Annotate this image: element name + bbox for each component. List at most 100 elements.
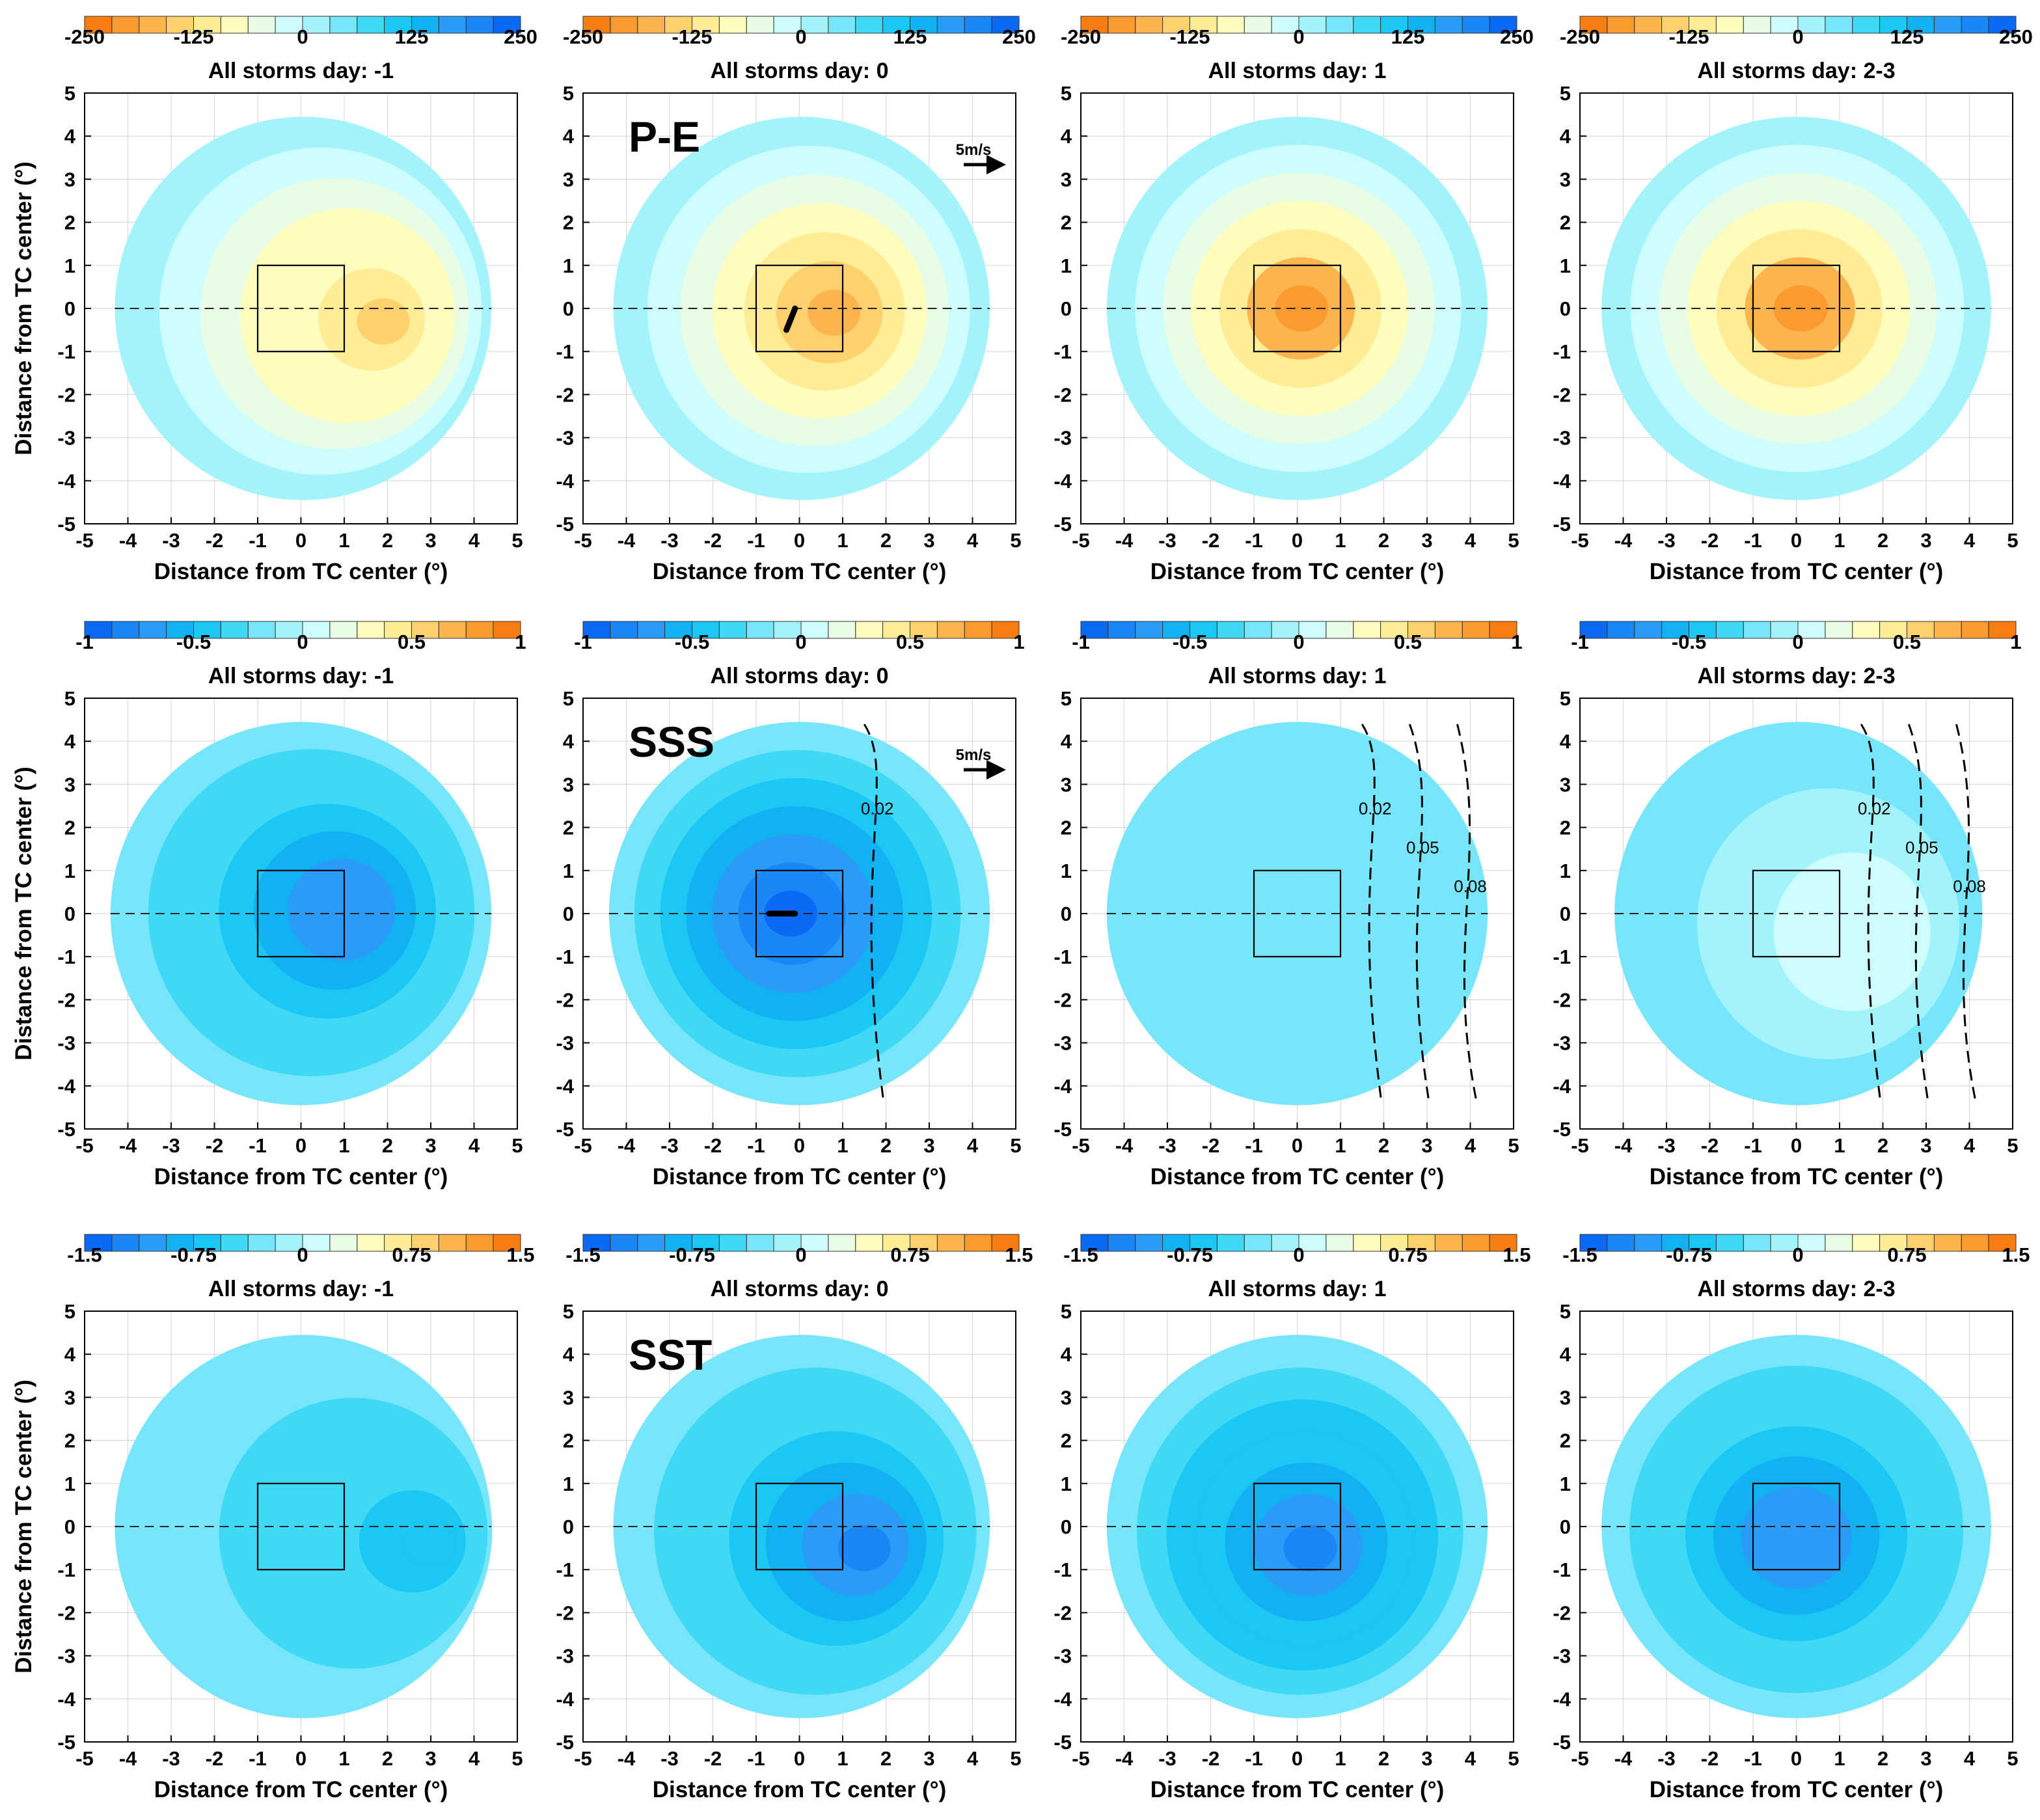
x-tick-label: 0 [794, 529, 805, 552]
colorbar-tick-label: 125 [395, 25, 429, 48]
colorbar-swatch [1408, 16, 1435, 34]
x-tick-label: 2 [1378, 1134, 1389, 1157]
colorbar-swatch [1579, 621, 1608, 639]
colorbar-swatch [302, 621, 331, 639]
x-axis-label: Distance from TC center (°) [154, 1164, 448, 1189]
contour-label: 0.08 [1454, 876, 1487, 896]
y-tick-label: -4 [556, 470, 574, 493]
colorbar-swatch [828, 1234, 856, 1252]
panel-title: All storms day: 1 [1208, 59, 1387, 83]
y-tick-label: -4 [1054, 1688, 1072, 1711]
colorbar-swatch [111, 621, 140, 639]
y-tick-label: 3 [563, 168, 574, 191]
colorbar-swatch [1462, 1234, 1490, 1252]
colorbar-tick-label: 0 [795, 631, 806, 653]
y-tick-label: -4 [57, 470, 75, 493]
y-tick-label: -3 [1553, 427, 1571, 450]
y-tick-label: -1 [556, 1558, 574, 1581]
colorbar-tick-label: 0.75 [1388, 1243, 1427, 1266]
x-tick-label: -4 [1614, 1747, 1633, 1770]
colorbar-swatch [964, 621, 992, 639]
analysis-box [1752, 264, 1841, 353]
colorbar-swatch [637, 621, 666, 639]
y-tick-label: 2 [563, 1430, 574, 1452]
colorbar-swatch [384, 16, 412, 34]
x-tick-label: -5 [1571, 1747, 1589, 1770]
x-tick-label: -4 [119, 529, 137, 552]
x-tick-label: 3 [1920, 1134, 1931, 1157]
x-axis-label: Distance from TC center (°) [1650, 1164, 1944, 1189]
colorbar-swatch [1135, 16, 1163, 34]
colorbar-swatch [1852, 621, 1881, 639]
colorbar-swatch [964, 1234, 992, 1252]
colorbar-swatch [329, 1234, 358, 1252]
y-tick-label: -3 [57, 1032, 75, 1055]
x-tick-label: -1 [1744, 529, 1762, 552]
y-tick-label: 4 [64, 1343, 76, 1366]
colorbar-swatch [465, 1234, 494, 1252]
colorbar-tick-label: 0 [1293, 1243, 1304, 1266]
panel-sst-2: -1.5 -0.75 0 0.75 1.5 All storms day: 1 -5-5 -4… [1054, 1234, 1531, 1802]
colorbar-tick-label: 125 [1890, 25, 1924, 48]
x-tick-label: 1 [1335, 1747, 1346, 1770]
colorbar-swatch [193, 621, 221, 639]
x-tick-label: -5 [1072, 1747, 1090, 1770]
x-tick-label: 0 [295, 1747, 306, 1770]
y-tick-label: 1 [64, 1473, 75, 1495]
colorbar-swatch [1298, 621, 1327, 639]
x-tick-label: 3 [1920, 1747, 1931, 1770]
y-tick-label: -2 [1553, 383, 1571, 406]
colorbar-swatch [1135, 1234, 1163, 1252]
x-tick-label: -5 [574, 1134, 592, 1157]
x-tick-label: -3 [1657, 529, 1676, 552]
colorbar-swatch [84, 16, 113, 34]
x-axis-label: Distance from TC center (°) [1650, 559, 1944, 584]
y-tick-label: 0 [1061, 1515, 1072, 1538]
y-tick-label: 1 [1061, 254, 1072, 277]
x-tick-label: 0 [794, 1134, 805, 1157]
colorbar-tick-label: 0 [1293, 631, 1304, 653]
x-tick-label: -2 [206, 529, 224, 552]
colorbar-swatch [855, 16, 884, 34]
colorbar-swatch [773, 621, 802, 639]
y-tick-label: 2 [1560, 817, 1571, 839]
contour-label: 0.02 [1359, 799, 1392, 819]
y-tick-label: -3 [556, 1032, 574, 1055]
y-tick-label: -4 [556, 1075, 574, 1098]
panel-title: All storms day: 1 [1208, 664, 1387, 688]
x-tick-label: -3 [1158, 529, 1176, 552]
analysis-box [1253, 264, 1342, 353]
y-tick-label: 5 [64, 1300, 75, 1323]
y-tick-label: 0 [64, 297, 75, 320]
x-tick-label: -1 [747, 529, 765, 552]
colorbar-tick-label: 0.5 [398, 631, 426, 653]
colorbar-swatch [582, 621, 611, 639]
y-tick-label: -2 [556, 383, 574, 406]
x-tick-label: -5 [75, 1747, 94, 1770]
colorbar-swatch [329, 16, 358, 34]
colorbar-swatch [1462, 16, 1490, 34]
colorbar-tick-label: -0.75 [669, 1243, 715, 1266]
colorbar-swatch [1907, 1234, 1935, 1252]
colorbar-swatch [991, 621, 1020, 639]
y-tick-label: 2 [563, 211, 574, 234]
colorbar-swatch [1961, 16, 1989, 34]
contour-line [1860, 724, 1882, 1104]
colorbar-swatch [1607, 1234, 1635, 1252]
y-tick-label: 4 [1560, 730, 1571, 753]
x-tick-label: -1 [249, 1134, 267, 1157]
y-tick-label: 4 [563, 1343, 575, 1366]
colorbar-swatch [828, 621, 856, 639]
y-tick-label: 1 [1061, 1473, 1072, 1495]
colorbar-swatch [493, 1234, 521, 1252]
colorbar-swatch [1825, 1234, 1853, 1252]
colorbar-tick-label: 0.5 [1893, 631, 1921, 653]
colorbar-tick-label: -250 [1061, 25, 1101, 48]
colorbar-swatch [193, 16, 221, 34]
y-tick-label: 4 [64, 125, 76, 148]
colorbar-swatch [746, 1234, 774, 1252]
x-tick-label: 2 [382, 1134, 393, 1157]
colorbar-swatch [411, 16, 439, 34]
x-tick-label: 5 [1508, 529, 1519, 552]
x-tick-label: -5 [574, 1747, 592, 1770]
